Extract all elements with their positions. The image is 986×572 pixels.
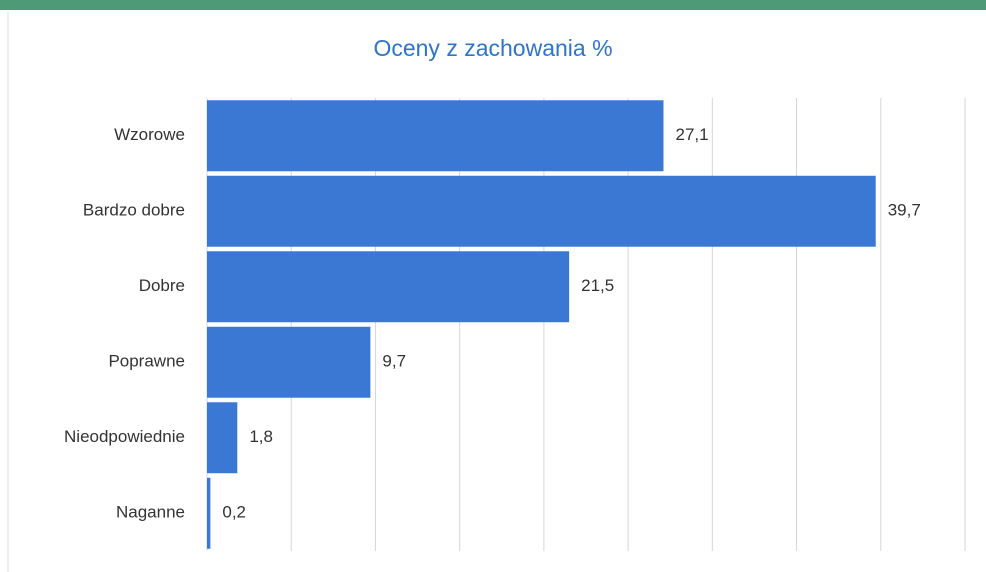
y-tick-label: Bardzo dobre [83, 201, 185, 220]
y-tick-label: Nieodpowiednie [64, 427, 185, 446]
data-label: 27,1 [675, 125, 708, 144]
bar [207, 326, 371, 398]
bar [207, 251, 570, 323]
bar [207, 100, 664, 172]
bar [207, 175, 876, 247]
data-label: 0,2 [222, 503, 246, 522]
bar [207, 402, 238, 474]
y-tick-label: Poprawne [108, 352, 185, 371]
data-label: 1,8 [249, 427, 273, 446]
y-tick-label: Wzorowe [114, 125, 185, 144]
data-label: 39,7 [888, 201, 921, 220]
data-label: 21,5 [581, 276, 614, 295]
data-label: 9,7 [382, 352, 406, 371]
chart-title: Oceny z zachowania % [373, 35, 612, 61]
y-tick-label: Naganne [116, 503, 185, 522]
header-strip [0, 0, 986, 10]
y-tick-label: Dobre [139, 276, 185, 295]
bar [207, 477, 211, 549]
